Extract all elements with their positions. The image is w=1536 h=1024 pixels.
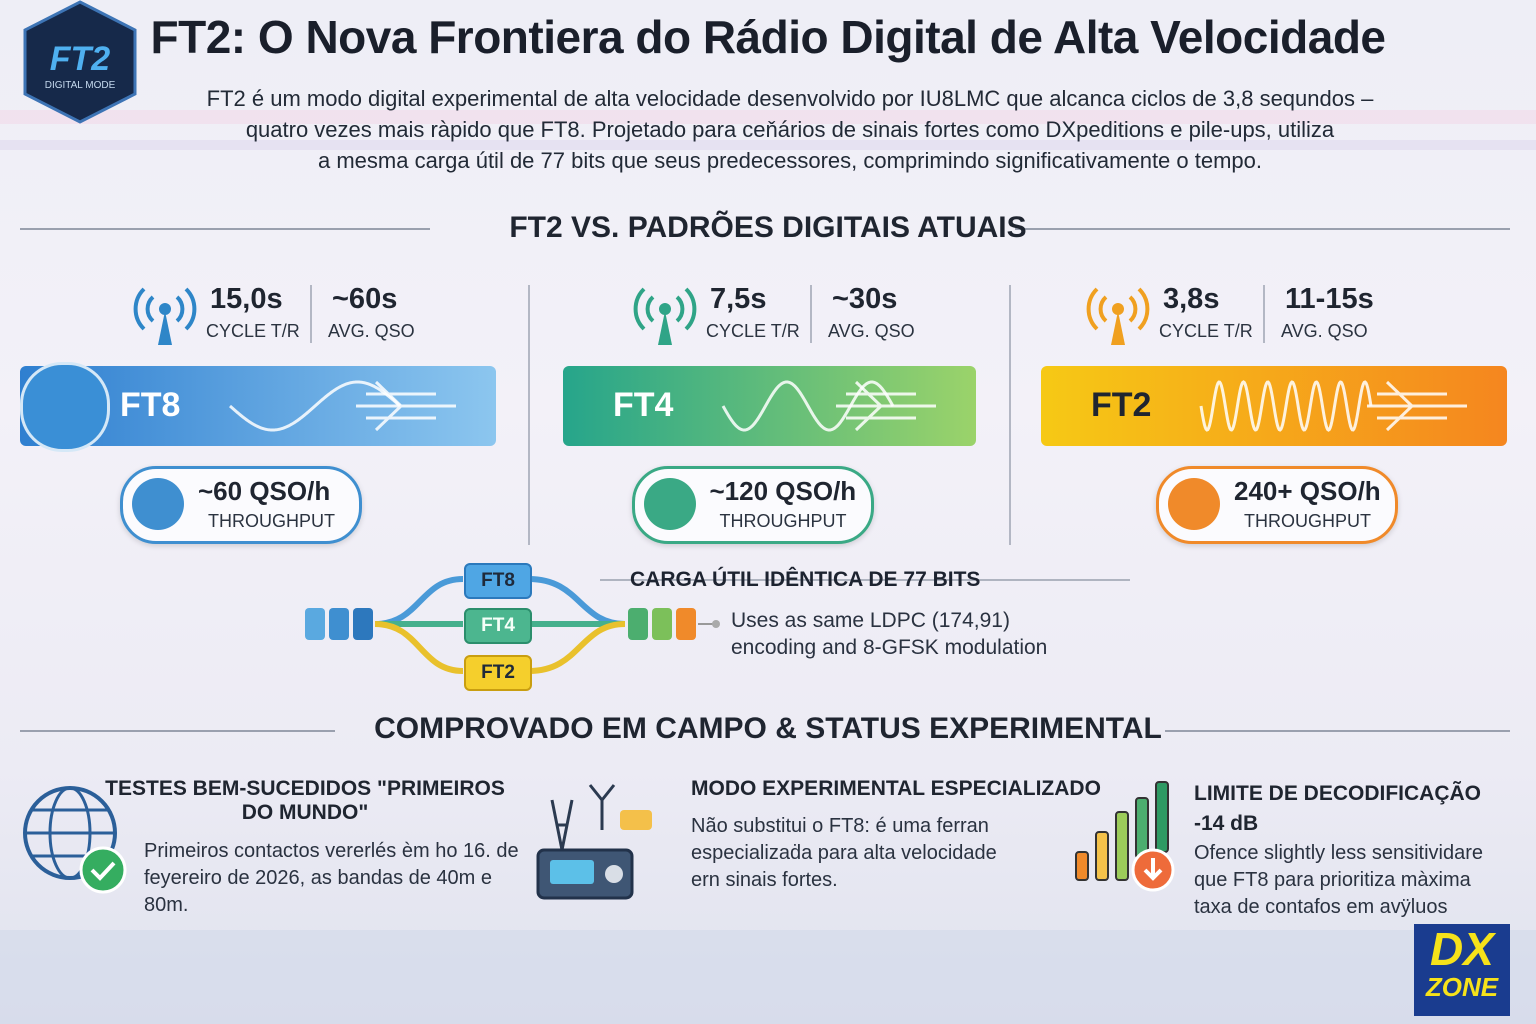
card-line: Ofence slightly less sensitividare [1194, 842, 1484, 864]
card-line: 80m. [144, 894, 189, 916]
card-body: Primeiros contactos vererlés èm ho 16. d… [144, 838, 519, 919]
mode-banner [563, 366, 976, 446]
title: FT2: O Nova Frontiera do Rádio Digital d… [150, 11, 1387, 63]
intro-line: a mesma carga útil de 77 bits que seus p… [317, 148, 1263, 173]
avg-qso-label: AVG. QSO [328, 321, 415, 341]
stat-divider [310, 285, 312, 343]
antenna-icon [633, 287, 697, 345]
card-line: ern sinais fortes. [691, 869, 838, 891]
mode-name: FT8 [120, 386, 181, 424]
payload-chip: FT4 [464, 608, 532, 644]
payload-title: CARGA ÚTIL IDÊNTICA DE 77 BITS [630, 568, 981, 591]
throughput-value: ~120 QSO/h [709, 476, 857, 506]
card-title: LIMITE DE DECODIFICAÇÃO [1194, 782, 1481, 805]
throughput-label: THROUGHPUT [208, 511, 335, 531]
avg-qso-label: AVG. QSO [828, 321, 915, 341]
card-title: DO MUNDO" [241, 801, 369, 824]
stat-divider [810, 285, 812, 343]
avg-qso-value: ~30s [832, 283, 898, 315]
mode-banner [1041, 366, 1507, 446]
card-title: MODO EXPERIMENTAL ESPECIALIZADO [691, 777, 1101, 800]
waveform [721, 380, 936, 432]
avg-qso-value: 11-15s [1285, 283, 1374, 315]
card-line: Não substitui o FT8: é uma ferran [691, 815, 989, 837]
avg-qso-value: ~60s [332, 283, 398, 315]
card-title: -14 dB [1194, 812, 1259, 835]
payload-note: encoding and 8-GFSK modulation [731, 636, 1048, 659]
card: TESTES BEM-SUCEDIDOS "PRIMEIROS DO MUNDO… [60, 777, 550, 825]
throughput-label: THROUGHPUT [1244, 511, 1371, 531]
logo-subtitle: DIGITAL MODE [44, 80, 116, 91]
avg-qso-label: AVG. QSO [1281, 321, 1368, 341]
payload-note: Uses as same LDPC (174,91) [731, 609, 1010, 632]
payload-chip: FT2 [464, 655, 532, 691]
antenna-icon [1086, 287, 1150, 345]
brand-line: ZONE [1425, 972, 1499, 1002]
section-title: FT2 VS. PADRÕES DIGITAIS ATUAIS [509, 211, 1027, 244]
cycle-value: 3,8s [1163, 283, 1220, 315]
throughput-value: 240+ QSO/h [1234, 476, 1381, 506]
intro-line: quatro vezes mais ràpido que FT8. Projet… [245, 117, 1335, 142]
intro-line: FT2 é um modo digital experimental de al… [206, 86, 1374, 111]
waveform [1199, 380, 1467, 432]
card-body: Ofence slightly less sensitividare que F… [1194, 840, 1483, 921]
card-title: TESTES BEM-SUCEDIDOS "PRIMEIROS [105, 777, 505, 800]
card-line: especializaḋa para alta velocidade [691, 842, 997, 864]
mode-name: FT2 [1091, 386, 1152, 424]
antenna-icon [133, 287, 197, 345]
card: MODO EXPERIMENTAL ESPECIALIZADO [691, 777, 1101, 801]
card-line: taxa de contafos em avÿluos [1194, 896, 1448, 918]
cycle-label: CYCLE T/R [1159, 321, 1253, 341]
card-line: Primeiros contactos vererlés èm ho 16. d… [144, 840, 519, 862]
section-title: COMPROVADO EM CAMPO & STATUS EXPERIMENTA… [374, 712, 1162, 745]
mode-badge [20, 362, 110, 452]
card-line: feyereiro de 2026, as bandas de 40m e [144, 867, 493, 889]
stat-divider [1263, 285, 1265, 343]
payload-chip: FT8 [464, 563, 532, 599]
cycle-label: CYCLE T/R [206, 321, 300, 341]
gauge-icon [643, 478, 696, 530]
waveform [229, 380, 456, 432]
throughput-value: ~60 QSO/h [198, 476, 331, 506]
brand-line: DX [1430, 923, 1494, 975]
cycle-value: 7,5s [710, 283, 767, 315]
card: LIMITE DE DECODIFICAÇÃO -14 dB [1194, 779, 1481, 839]
gauge-icon [1168, 478, 1220, 530]
gauge-icon [132, 478, 184, 530]
throughput-label: THROUGHPUT [719, 511, 847, 531]
cycle-label: CYCLE T/R [706, 321, 800, 341]
card-body: Não substitui o FT8: é uma ferran especi… [691, 813, 997, 894]
mode-name: FT4 [613, 386, 674, 424]
card-line: que FT8 para prioritiza màxima [1194, 869, 1471, 891]
logo-name: FT2 [49, 40, 111, 78]
cycle-value: 15,0s [210, 283, 283, 315]
